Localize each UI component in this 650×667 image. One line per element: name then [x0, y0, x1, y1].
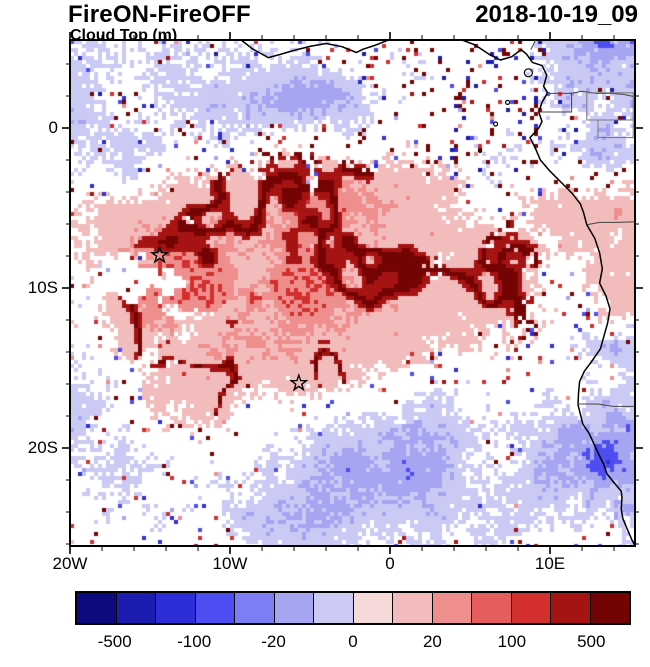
plot-date: 2018-10-19_09 [475, 1, 638, 28]
x-tick-label-0: 0 [385, 554, 395, 573]
colorbar-segment-8 [392, 593, 432, 623]
colorbar-segment-10 [471, 593, 511, 623]
y-tick-label-10s: 10S [27, 278, 58, 297]
colorbar-tick-label: -100 [177, 632, 212, 651]
colorbar [75, 591, 631, 625]
x-tick-label-20w: 20W [52, 554, 88, 573]
colorbar-segment-4 [234, 593, 274, 623]
colorbar-segment-1 [115, 593, 155, 623]
colorbar-segment-6 [313, 593, 353, 623]
y-tick-label-20s: 20S [27, 438, 58, 457]
colorbar-tick-label: -500 [97, 632, 132, 651]
cloud-top-difference-field [70, 40, 635, 546]
colorbar-segment-2 [155, 593, 195, 623]
colorbar-segment-5 [273, 593, 313, 623]
colorbar-segment-13 [589, 593, 629, 623]
colorbar-tick-label: 500 [577, 632, 606, 651]
x-tick-label-10e: 10E [534, 554, 566, 573]
colorbar-tick-label: 20 [422, 632, 442, 651]
colorbar-segment-0 [77, 593, 116, 623]
plot-title: FireON-FireOFF [68, 1, 251, 28]
colorbar-segment-9 [431, 593, 471, 623]
colorbar-tick-label: 100 [497, 632, 527, 651]
colorbar-segment-7 [352, 593, 392, 623]
colorbar-segment-3 [194, 593, 234, 623]
x-tick-label-10w: 10W [212, 554, 248, 573]
y-tick-label-0: 0 [48, 118, 58, 137]
colorbar-segment-12 [550, 593, 590, 623]
colorbar-labels: -500 -100 -20 0 20 100 500 [75, 632, 631, 654]
colorbar-tick-label: 0 [348, 632, 358, 651]
colorbar-segment-11 [510, 593, 550, 623]
colorbar-tick-label: -20 [261, 632, 286, 651]
